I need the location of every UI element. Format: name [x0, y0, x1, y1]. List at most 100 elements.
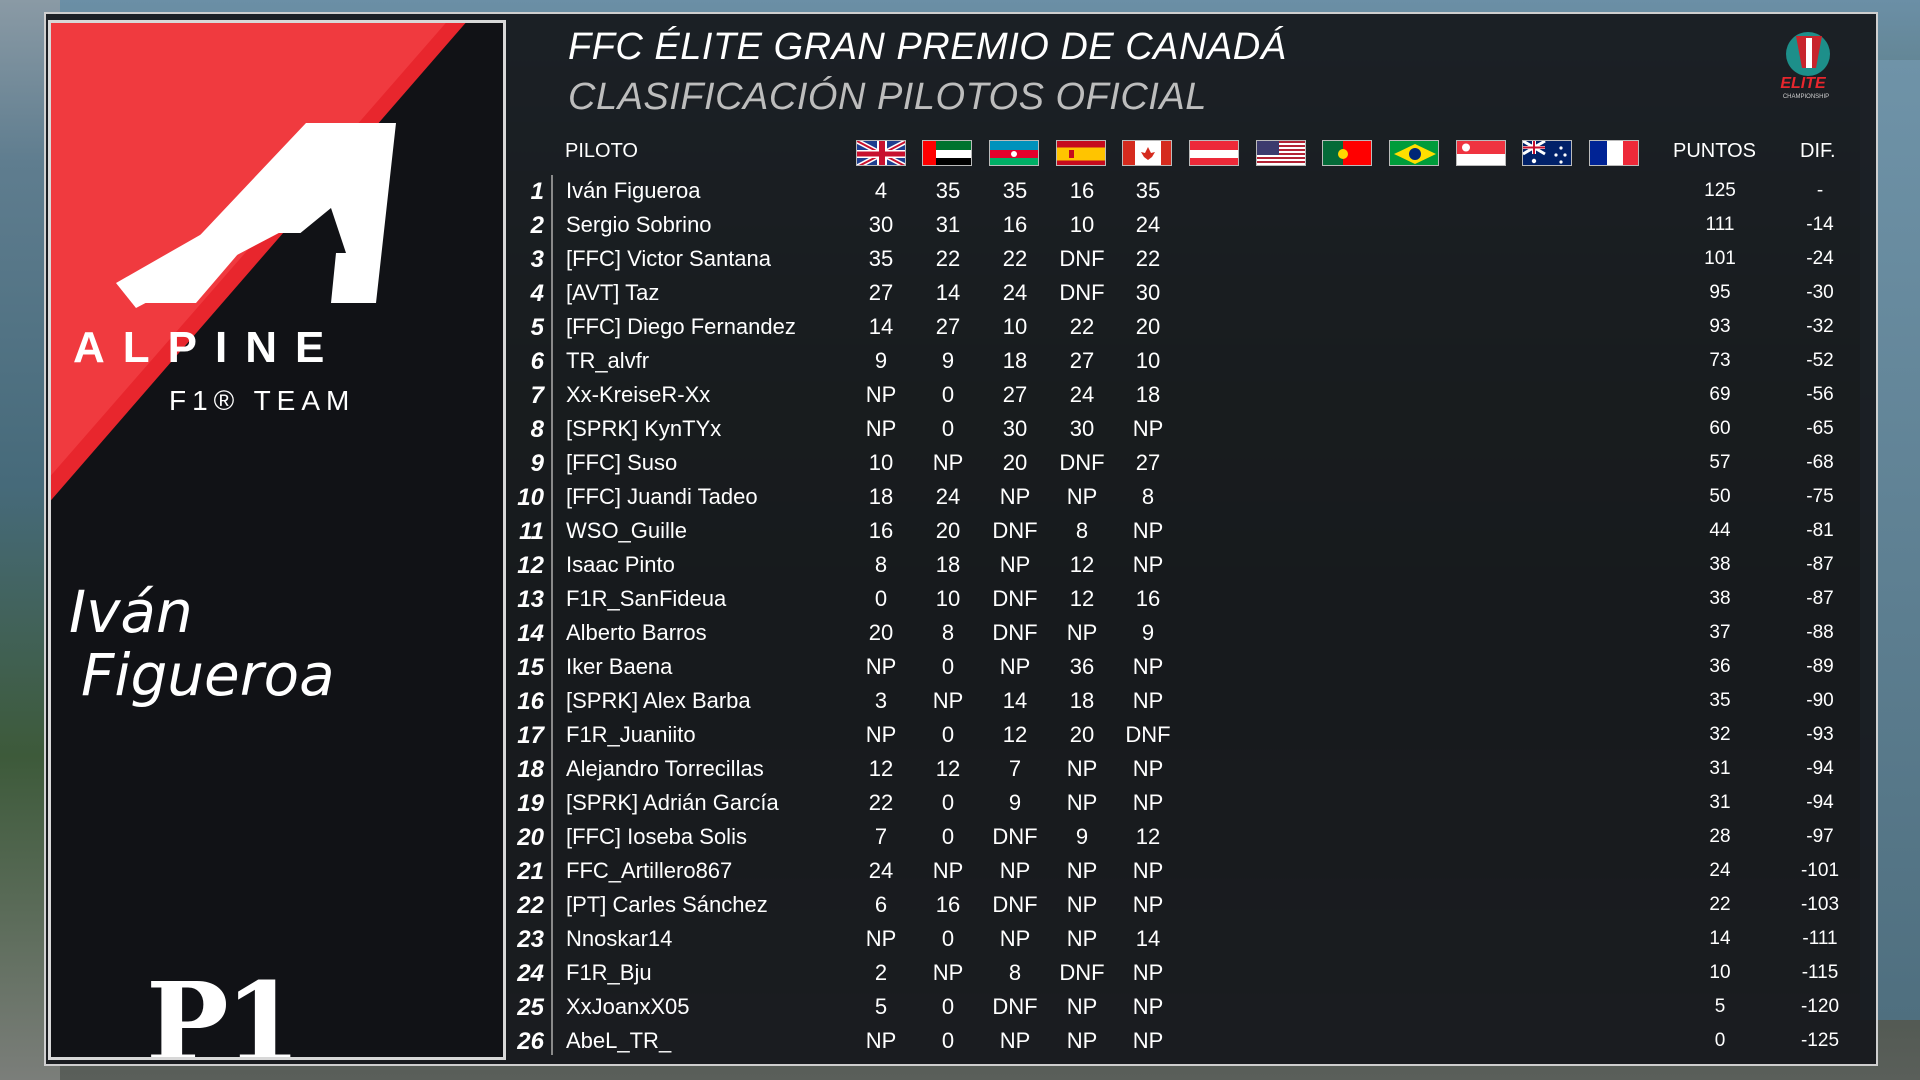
row-diff: -125: [1800, 1030, 1840, 1051]
row-race-result: DNF: [1059, 280, 1105, 305]
row-race-result: NP: [1066, 994, 1098, 1019]
row-diff: -115: [1801, 962, 1839, 983]
row-race-result: 24: [1135, 212, 1161, 237]
row-race-result: 5: [874, 994, 888, 1019]
row-race-result: 8: [874, 552, 888, 577]
row-race-result: 35: [1002, 178, 1028, 203]
row-points: 38: [1709, 588, 1731, 609]
row-position: 6: [530, 348, 544, 375]
row-race-result: 14: [935, 280, 961, 305]
row-points: 24: [1709, 860, 1731, 881]
row-race-result: 9: [874, 348, 888, 373]
row-race-result: 9: [1008, 790, 1022, 815]
row-race-result: 22: [1002, 246, 1028, 271]
row-race-result: 20: [935, 518, 961, 543]
row-diff: -68: [1806, 452, 1834, 473]
flag-azerbaijan-icon: [989, 140, 1039, 166]
row-diff: -52: [1806, 350, 1834, 371]
row-driver-name: F1R_Bju: [566, 960, 652, 985]
row-race-result: NP: [1132, 552, 1164, 577]
row-position: 16: [517, 688, 544, 715]
row-diff: -32: [1806, 316, 1834, 337]
table-row: 6 TR_alvfr 9 9 18 27 10 73 -52: [0, 344, 1920, 378]
row-race-result: 18: [935, 552, 961, 577]
row-points: 31: [1709, 792, 1731, 813]
row-position: 3: [530, 246, 544, 273]
row-race-result: NP: [999, 552, 1031, 577]
row-race-result: 12: [935, 756, 961, 781]
flag-spain-icon: [1056, 140, 1106, 166]
row-race-result: NP: [1066, 892, 1098, 917]
row-race-result: 14: [1002, 688, 1028, 713]
row-driver-name: [FFC] Suso: [566, 450, 678, 475]
row-points: 44: [1709, 520, 1731, 541]
row-race-result: 35: [935, 178, 961, 203]
row-points: 38: [1709, 554, 1731, 575]
row-race-result: 27: [1002, 382, 1028, 407]
row-points: 32: [1709, 724, 1731, 745]
row-race-result: NP: [999, 484, 1031, 509]
table-row: 8 [SPRK] KynTYx NP 0 30 30 NP 60 -65: [0, 412, 1920, 446]
table-row: 18 Alejandro Torrecillas 12 12 7 NP NP 31 -94: [0, 752, 1920, 786]
row-race-result: NP: [1132, 756, 1164, 781]
row-points: 35: [1709, 690, 1731, 711]
row-race-result: NP: [1132, 790, 1164, 815]
row-diff: -81: [1806, 520, 1834, 541]
team-name: ALPINE: [73, 323, 343, 372]
row-race-result: 0: [941, 382, 955, 407]
row-race-result: 20: [1135, 314, 1161, 339]
row-race-result: NP: [1132, 518, 1164, 543]
row-race-result: 24: [1069, 382, 1095, 407]
row-position: 5: [530, 314, 544, 341]
row-race-result: 0: [941, 926, 955, 951]
elite-championship-logo-icon: ELITE CHAMPIONSHIP: [1780, 32, 1830, 100]
row-diff: -14: [1806, 214, 1834, 235]
row-points: 10: [1709, 962, 1731, 983]
row-race-result: 30: [1002, 416, 1028, 441]
row-race-result: NP: [999, 858, 1031, 883]
row-diff: -24: [1806, 248, 1834, 269]
row-driver-name: [SPRK] KynTYx: [566, 416, 722, 441]
table-row: 13 F1R_SanFideua 0 10 DNF 12 16 38 -87: [0, 582, 1920, 616]
row-points: 125: [1704, 180, 1736, 201]
row-points: 22: [1709, 894, 1731, 915]
row-driver-name: [FFC] Ioseba Solis: [566, 824, 747, 849]
row-driver-name: Sergio Sobrino: [566, 212, 712, 237]
row-driver-name: F1R_Juaniito: [566, 722, 696, 747]
row-position: 15: [517, 654, 544, 681]
row-race-result: 12: [1002, 722, 1028, 747]
row-points: 111: [1705, 214, 1735, 235]
row-driver-name: [SPRK] Alex Barba: [566, 688, 751, 713]
row-driver-name: [FFC] Juandi Tadeo: [566, 484, 758, 509]
row-position: 26: [517, 1028, 544, 1055]
row-position: 24: [517, 960, 544, 987]
row-race-result: DNF: [992, 620, 1038, 645]
row-race-result: NP: [1132, 994, 1164, 1019]
row-position: 18: [517, 756, 544, 783]
col-header-points: PUNTOS: [1673, 140, 1756, 162]
row-points: 28: [1709, 826, 1731, 847]
row-diff: -94: [1806, 758, 1834, 779]
event-title: FFC ÉLITE GRAN PREMIO DE CANADÁ: [568, 26, 1287, 68]
row-race-result: NP: [932, 450, 964, 475]
row-race-result: 24: [1002, 280, 1028, 305]
row-race-result: NP: [1132, 1028, 1164, 1053]
row-race-result: DNF: [1125, 722, 1171, 747]
row-position: 19: [517, 790, 544, 817]
row-driver-name: Alberto Barros: [566, 620, 707, 645]
row-race-result: 9: [1141, 620, 1155, 645]
row-race-result: 6: [874, 892, 888, 917]
row-race-result: 0: [941, 1028, 955, 1053]
row-driver-name: FFC_Artillero867: [566, 858, 733, 883]
row-driver-name: [PT] Carles Sánchez: [566, 892, 768, 917]
row-race-result: NP: [1066, 484, 1098, 509]
row-race-result: 8: [1075, 518, 1089, 543]
row-position: 22: [517, 892, 544, 919]
row-race-result: NP: [1132, 416, 1164, 441]
flag-canada-icon: [1122, 140, 1172, 166]
row-driver-name: Iker Baena: [566, 654, 673, 679]
row-race-result: 30: [1135, 280, 1161, 305]
row-position: 25: [517, 994, 544, 1021]
table-row: 9 [FFC] Suso 10 NP 20 DNF 27 57 -68: [0, 446, 1920, 480]
leader-last-name: Figueroa: [81, 641, 335, 709]
